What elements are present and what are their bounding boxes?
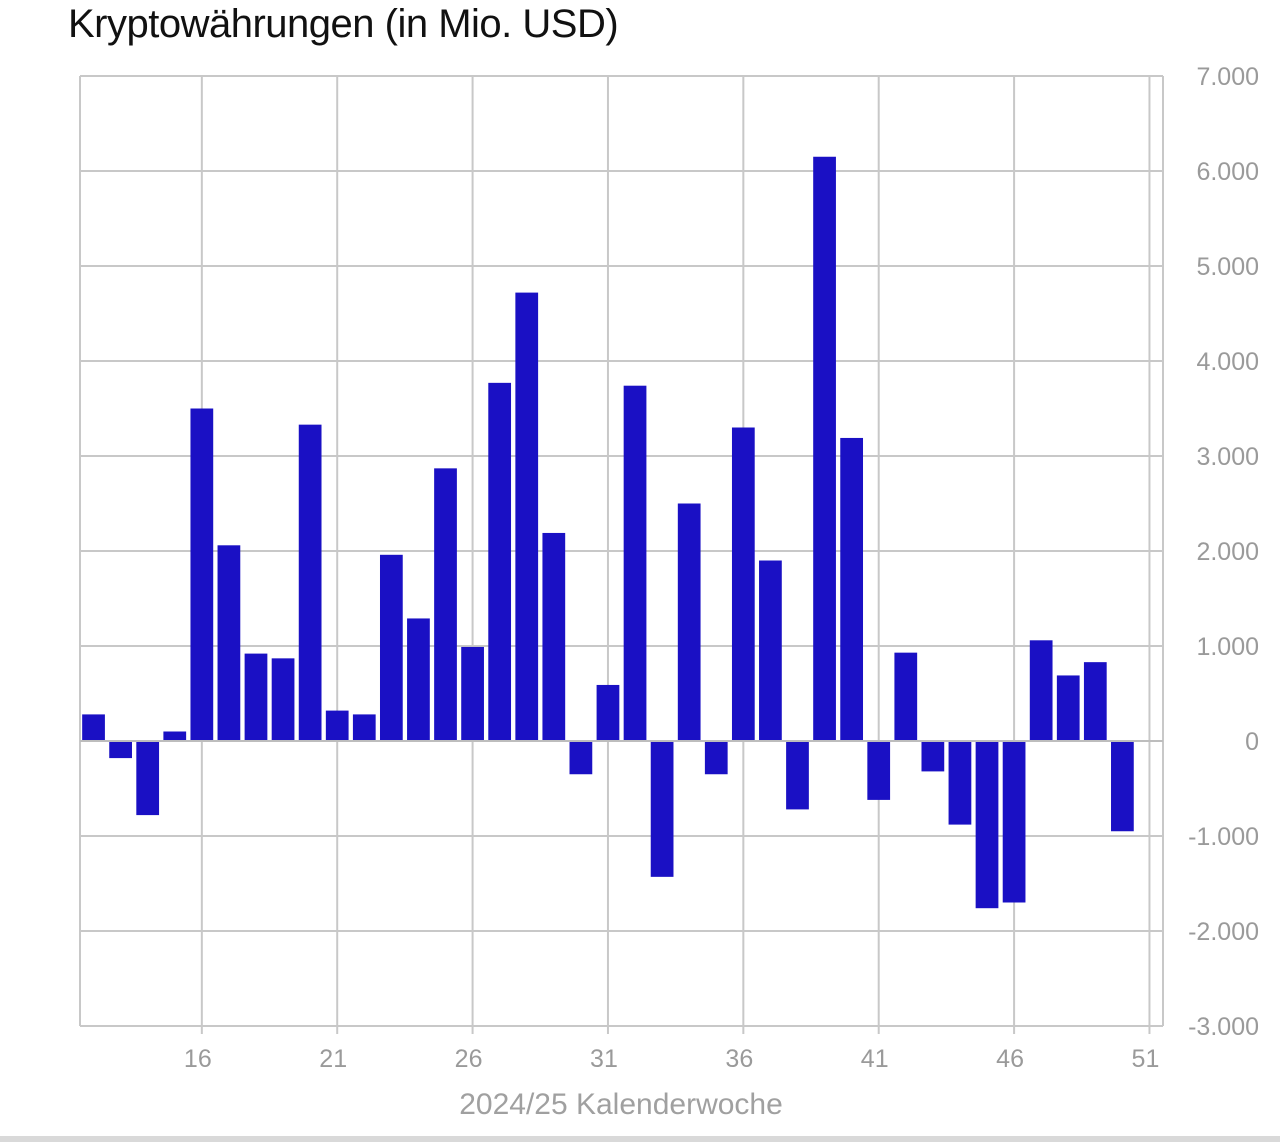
bar xyxy=(515,292,539,741)
bar xyxy=(894,652,918,741)
bar xyxy=(217,545,241,741)
bar xyxy=(921,741,945,772)
y-tick-label: 7.000 xyxy=(1196,63,1259,91)
x-tick-label: 41 xyxy=(861,1045,889,1073)
x-tick-label: 21 xyxy=(319,1045,347,1073)
x-tick-label: 46 xyxy=(996,1045,1024,1073)
y-tick-label: 0 xyxy=(1245,728,1259,756)
bar xyxy=(867,741,891,800)
bar xyxy=(244,653,268,741)
y-tick-label: 1.000 xyxy=(1196,633,1259,661)
x-tick-label: 16 xyxy=(184,1045,212,1073)
bar xyxy=(948,741,972,825)
y-tick-label: -2.000 xyxy=(1188,918,1259,946)
x-tick-label: 36 xyxy=(725,1045,753,1073)
y-tick-label: 5.000 xyxy=(1196,253,1259,281)
bar xyxy=(1111,741,1134,832)
bar xyxy=(840,437,864,741)
bar xyxy=(325,710,349,741)
y-tick-label: -3.000 xyxy=(1188,1013,1259,1041)
bar xyxy=(298,424,322,741)
bar xyxy=(1002,741,1026,903)
chart-title: Kryptowährungen (in Mio. USD) xyxy=(68,2,619,46)
x-tick-label: 26 xyxy=(455,1045,483,1073)
bar xyxy=(488,382,512,741)
bottom-divider xyxy=(0,1136,1280,1142)
bar xyxy=(1083,662,1107,741)
y-tick-label: -1.000 xyxy=(1188,823,1259,851)
x-tick-label: 51 xyxy=(1132,1045,1160,1073)
bar xyxy=(786,741,809,810)
bar xyxy=(569,741,593,775)
bar xyxy=(759,560,782,741)
bar xyxy=(190,408,214,741)
y-tick-label: 3.000 xyxy=(1196,443,1259,471)
bar xyxy=(434,468,457,741)
y-tick-label: 6.000 xyxy=(1196,158,1259,186)
bar xyxy=(542,532,566,741)
bar xyxy=(623,385,647,741)
bar xyxy=(407,618,430,741)
bar xyxy=(1056,675,1080,741)
bar xyxy=(163,731,187,741)
bar xyxy=(379,554,403,741)
bar xyxy=(975,741,999,909)
bar xyxy=(704,741,728,775)
bar xyxy=(82,714,105,741)
x-axis-label: 2024/25 Kalenderwoche xyxy=(459,1088,783,1121)
bar xyxy=(731,427,755,741)
bar xyxy=(650,741,674,877)
x-tick-label: 31 xyxy=(590,1045,618,1073)
bar xyxy=(271,658,295,741)
bar xyxy=(352,714,376,741)
bar xyxy=(136,741,160,816)
bar xyxy=(109,741,132,759)
y-tick-label: 2.000 xyxy=(1196,538,1259,566)
bar xyxy=(813,156,836,741)
bar xyxy=(596,684,620,741)
bar xyxy=(461,646,484,741)
bar xyxy=(677,503,701,741)
y-tick-label: 4.000 xyxy=(1196,348,1259,376)
bar xyxy=(1029,640,1053,741)
